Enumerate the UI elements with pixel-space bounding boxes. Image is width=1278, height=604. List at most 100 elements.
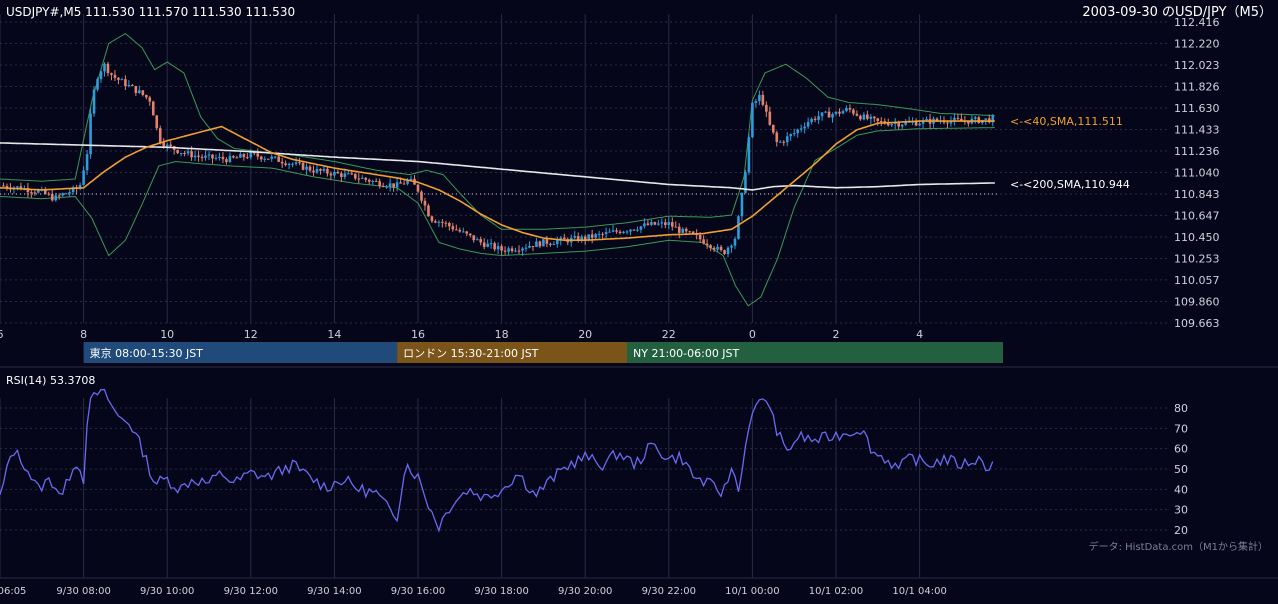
candle-body: [364, 177, 368, 180]
candle-body: [514, 250, 517, 252]
candle-body: [664, 222, 667, 225]
price-axis: 112.416 112.220 112.023 111.826 111.630 111.4…: [1174, 16, 1220, 330]
price-tick-label: 112.220: [1174, 37, 1220, 50]
candle-body: [688, 231, 691, 233]
candle-body: [5, 185, 9, 188]
candle-body: [291, 163, 294, 165]
candle-body: [712, 247, 716, 250]
hour-tick-label: 6: [0, 328, 4, 341]
candle-body: [758, 94, 761, 102]
candle-body: [374, 180, 378, 182]
candle-body: [528, 246, 531, 248]
candle-body: [193, 155, 197, 158]
candle-body: [653, 222, 657, 225]
symbol-info: USDJPY#,M5 111.530 111.570 111.530 111.5…: [6, 5, 295, 19]
session-label: NY 21:00-06:00 JST: [633, 347, 740, 360]
candle-body: [824, 111, 827, 113]
candle-body: [221, 156, 225, 160]
candle-body: [904, 121, 907, 125]
candle-body: [583, 236, 587, 240]
chart-title: 2003-09-30 のUSD/JPY（M5）: [1082, 5, 1272, 20]
candle-body: [510, 248, 514, 252]
candle-body: [444, 222, 448, 224]
candle-body: [228, 156, 232, 163]
candle-body: [549, 243, 552, 245]
candle-body: [270, 156, 273, 159]
candle-body: [545, 239, 549, 244]
candle-body: [834, 111, 838, 115]
candle-body: [19, 186, 23, 190]
candle-body: [158, 128, 162, 143]
candle-body: [301, 162, 305, 170]
candle-body: [538, 241, 542, 247]
candle-body: [563, 237, 566, 240]
candle-body: [761, 94, 765, 105]
candle-body: [458, 229, 462, 232]
candle-body: [37, 190, 40, 193]
hour-tick-label: 2: [833, 328, 840, 341]
session-bands: 東京 08:00-15:30 JST ロンドン 15:30-21:00 JST NY…: [83, 342, 1003, 363]
candle-body: [890, 123, 894, 126]
candle-body: [354, 173, 357, 179]
candle-body: [684, 228, 688, 232]
candle-body: [47, 193, 51, 195]
candle-body: [315, 168, 319, 173]
candle-body: [740, 192, 744, 217]
candle-body: [967, 121, 970, 124]
candle-body: [796, 129, 799, 134]
candle-body: [524, 247, 528, 249]
candle-body: [99, 71, 103, 80]
candle-body: [601, 233, 604, 235]
candle-body: [169, 144, 172, 147]
candle-body: [503, 250, 507, 252]
candle-body: [974, 117, 977, 119]
time-tick-label: 9/30 08:00: [56, 586, 110, 597]
candle-body: [392, 183, 395, 188]
candle-body: [751, 102, 754, 138]
sma40-line: [0, 120, 995, 241]
candle-body: [838, 111, 841, 114]
candle-body: [730, 245, 733, 248]
candle-body: [50, 193, 54, 201]
candle-body: [434, 221, 437, 223]
candle-body: [468, 233, 472, 236]
candle-body: [54, 195, 58, 201]
candle-body: [472, 235, 476, 241]
candle-body: [263, 158, 267, 160]
candle-body: [893, 122, 897, 124]
price-tick-label: 111.236: [1174, 145, 1220, 158]
candle-body: [461, 231, 465, 233]
price-tick-label: 110.253: [1174, 252, 1220, 265]
candle-body: [343, 173, 347, 177]
candle-body: [960, 118, 963, 121]
candle-body: [991, 115, 995, 123]
candle-body: [845, 108, 848, 112]
candle-body: [242, 154, 246, 158]
candle-body: [235, 157, 239, 159]
candle-body: [16, 186, 19, 188]
candle-body: [879, 121, 883, 123]
candle-body: [395, 182, 399, 188]
candle-body: [946, 122, 949, 124]
candle-body: [96, 79, 99, 90]
candle-body: [371, 180, 375, 182]
candle-body: [799, 128, 803, 130]
candle-body: [479, 239, 482, 243]
candle-body: [350, 173, 354, 175]
sma200-line: [0, 142, 995, 191]
candle-body: [862, 114, 866, 120]
candle-body: [280, 161, 284, 164]
price-tick-label: 111.630: [1174, 102, 1220, 115]
candle-body: [214, 157, 218, 159]
candle-body: [803, 126, 806, 129]
candle-body: [298, 162, 301, 164]
candle-body: [859, 115, 862, 120]
candle-body: [381, 186, 385, 188]
candle-body: [855, 113, 859, 116]
candle-body: [308, 166, 312, 171]
rsi-tick-label: 30: [1174, 504, 1188, 517]
candle-body: [810, 118, 813, 123]
candle-body: [611, 230, 615, 232]
